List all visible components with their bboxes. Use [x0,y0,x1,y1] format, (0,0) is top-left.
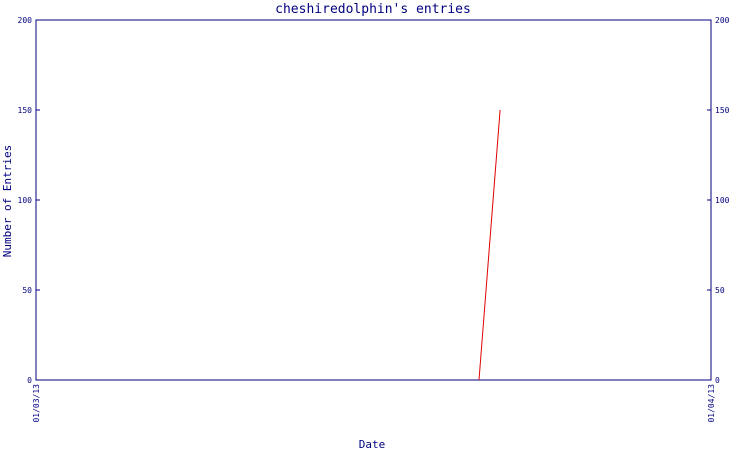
y-tick-label-left: 150 [18,106,33,115]
series-layer [478,109,501,381]
right-y-axis: 0 50 100 150 200 [707,16,730,385]
left-y-axis: 0 50 100 150 200 [18,16,40,385]
x-tick-label: 01/04/13 [707,384,716,423]
x-axis-label: Date [359,438,386,450]
x-axis: 01/03/13 01/04/13 [32,376,716,423]
plot-area-frame [35,19,712,381]
y-tick-label-right: 0 [715,376,720,385]
y-tick-label-right: 50 [715,286,725,295]
y-tick-label-left: 200 [18,16,33,25]
y-tick-label-right: 100 [715,196,730,205]
y-tick-label-right: 150 [715,106,730,115]
y-tick-label-left: 50 [22,286,32,295]
y-tick-label-left: 0 [27,376,32,385]
x-tick-label: 01/03/13 [32,384,41,423]
y-tick-label-left: 100 [18,196,33,205]
y-tick-label-right: 200 [715,16,730,25]
series-line [478,109,501,381]
y-axis-label: Number of Entries [1,145,14,258]
chart-title: cheshiredolphin's entries [275,2,471,17]
